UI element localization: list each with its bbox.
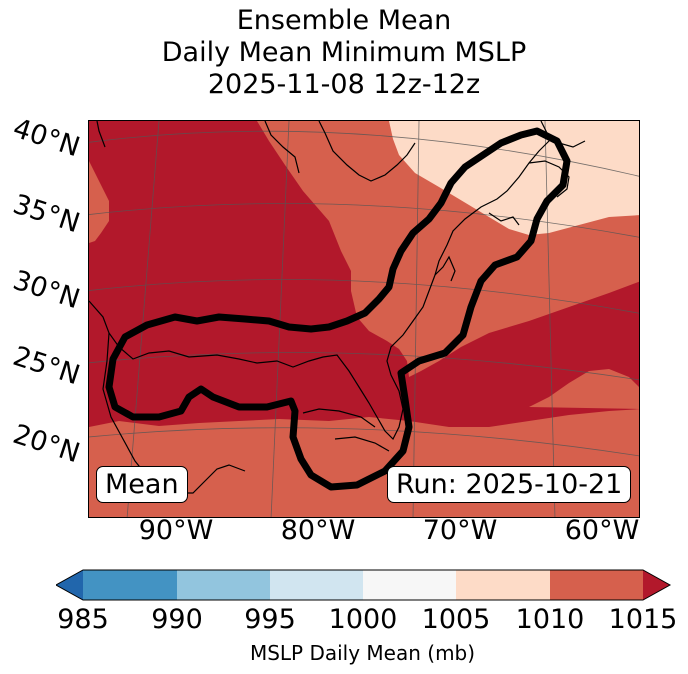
colorbar-outline: [56, 569, 672, 601]
colorbar-bin-995-1000: [270, 570, 363, 600]
pressure-band-1005-1010-patch: [569, 121, 639, 141]
mean-label-box: Mean: [96, 466, 188, 503]
pressure-band-1010-1015-west: [89, 161, 109, 243]
title-line-1: Ensemble Mean: [236, 5, 452, 36]
pressure-band-1005-1010-northeast: [389, 121, 639, 235]
colorbar-under-extension: [56, 570, 83, 600]
colorbar-tick-990: 990: [151, 604, 203, 635]
colorbar-tick-1005: 1005: [421, 604, 491, 635]
lat-label-20n: 20°N: [9, 418, 84, 470]
lon-label-60w: 60°W: [564, 515, 640, 546]
colorbar-tick-1000: 1000: [328, 604, 398, 635]
title-line-3: 2025-11-08 12z-12z: [207, 69, 481, 100]
map-panel: [88, 120, 640, 518]
chart-title: Ensemble Mean Daily Mean Minimum MSLP 20…: [0, 5, 688, 101]
colorbar-tick-1015: 1015: [608, 604, 678, 635]
colorbar-bin-985-990: [83, 570, 177, 600]
colorbar-label: MSLP Daily Mean (mb): [249, 641, 476, 665]
colorbar-tick-995: 995: [244, 604, 296, 635]
map-svg: [89, 121, 639, 517]
pressure-band-1010-1015-southeast: [529, 369, 639, 409]
run-date-label-box: Run: 2025-10-21: [387, 466, 632, 503]
title-line-2: Daily Mean Minimum MSLP: [161, 37, 527, 68]
colorbar-bin-1010-1015: [550, 570, 643, 600]
lat-label-40n: 40°N: [9, 112, 84, 164]
lon-label-70w: 70°W: [422, 515, 498, 546]
lon-label-80w: 80°W: [280, 515, 356, 546]
colorbar-over-extension: [643, 570, 670, 600]
colorbar-tick-985: 985: [57, 604, 109, 635]
lon-label-90w: 90°W: [138, 515, 214, 546]
lat-label-25n: 25°N: [9, 340, 84, 392]
colorbar-tick-1010: 1010: [515, 604, 585, 635]
lat-label-35n: 35°N: [9, 188, 84, 240]
colorbar-bin-1005-1010: [456, 570, 550, 600]
graticule: [89, 121, 639, 517]
colorbar-bin-990-995: [177, 570, 270, 600]
lat-label-30n: 30°N: [9, 264, 84, 316]
colorbar-bin-1000-1005: [363, 570, 456, 600]
colorbar: [56, 569, 672, 601]
ensemble-contour: [105, 127, 571, 491]
